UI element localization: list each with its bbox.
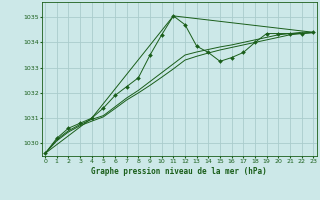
X-axis label: Graphe pression niveau de la mer (hPa): Graphe pression niveau de la mer (hPa) [91,167,267,176]
